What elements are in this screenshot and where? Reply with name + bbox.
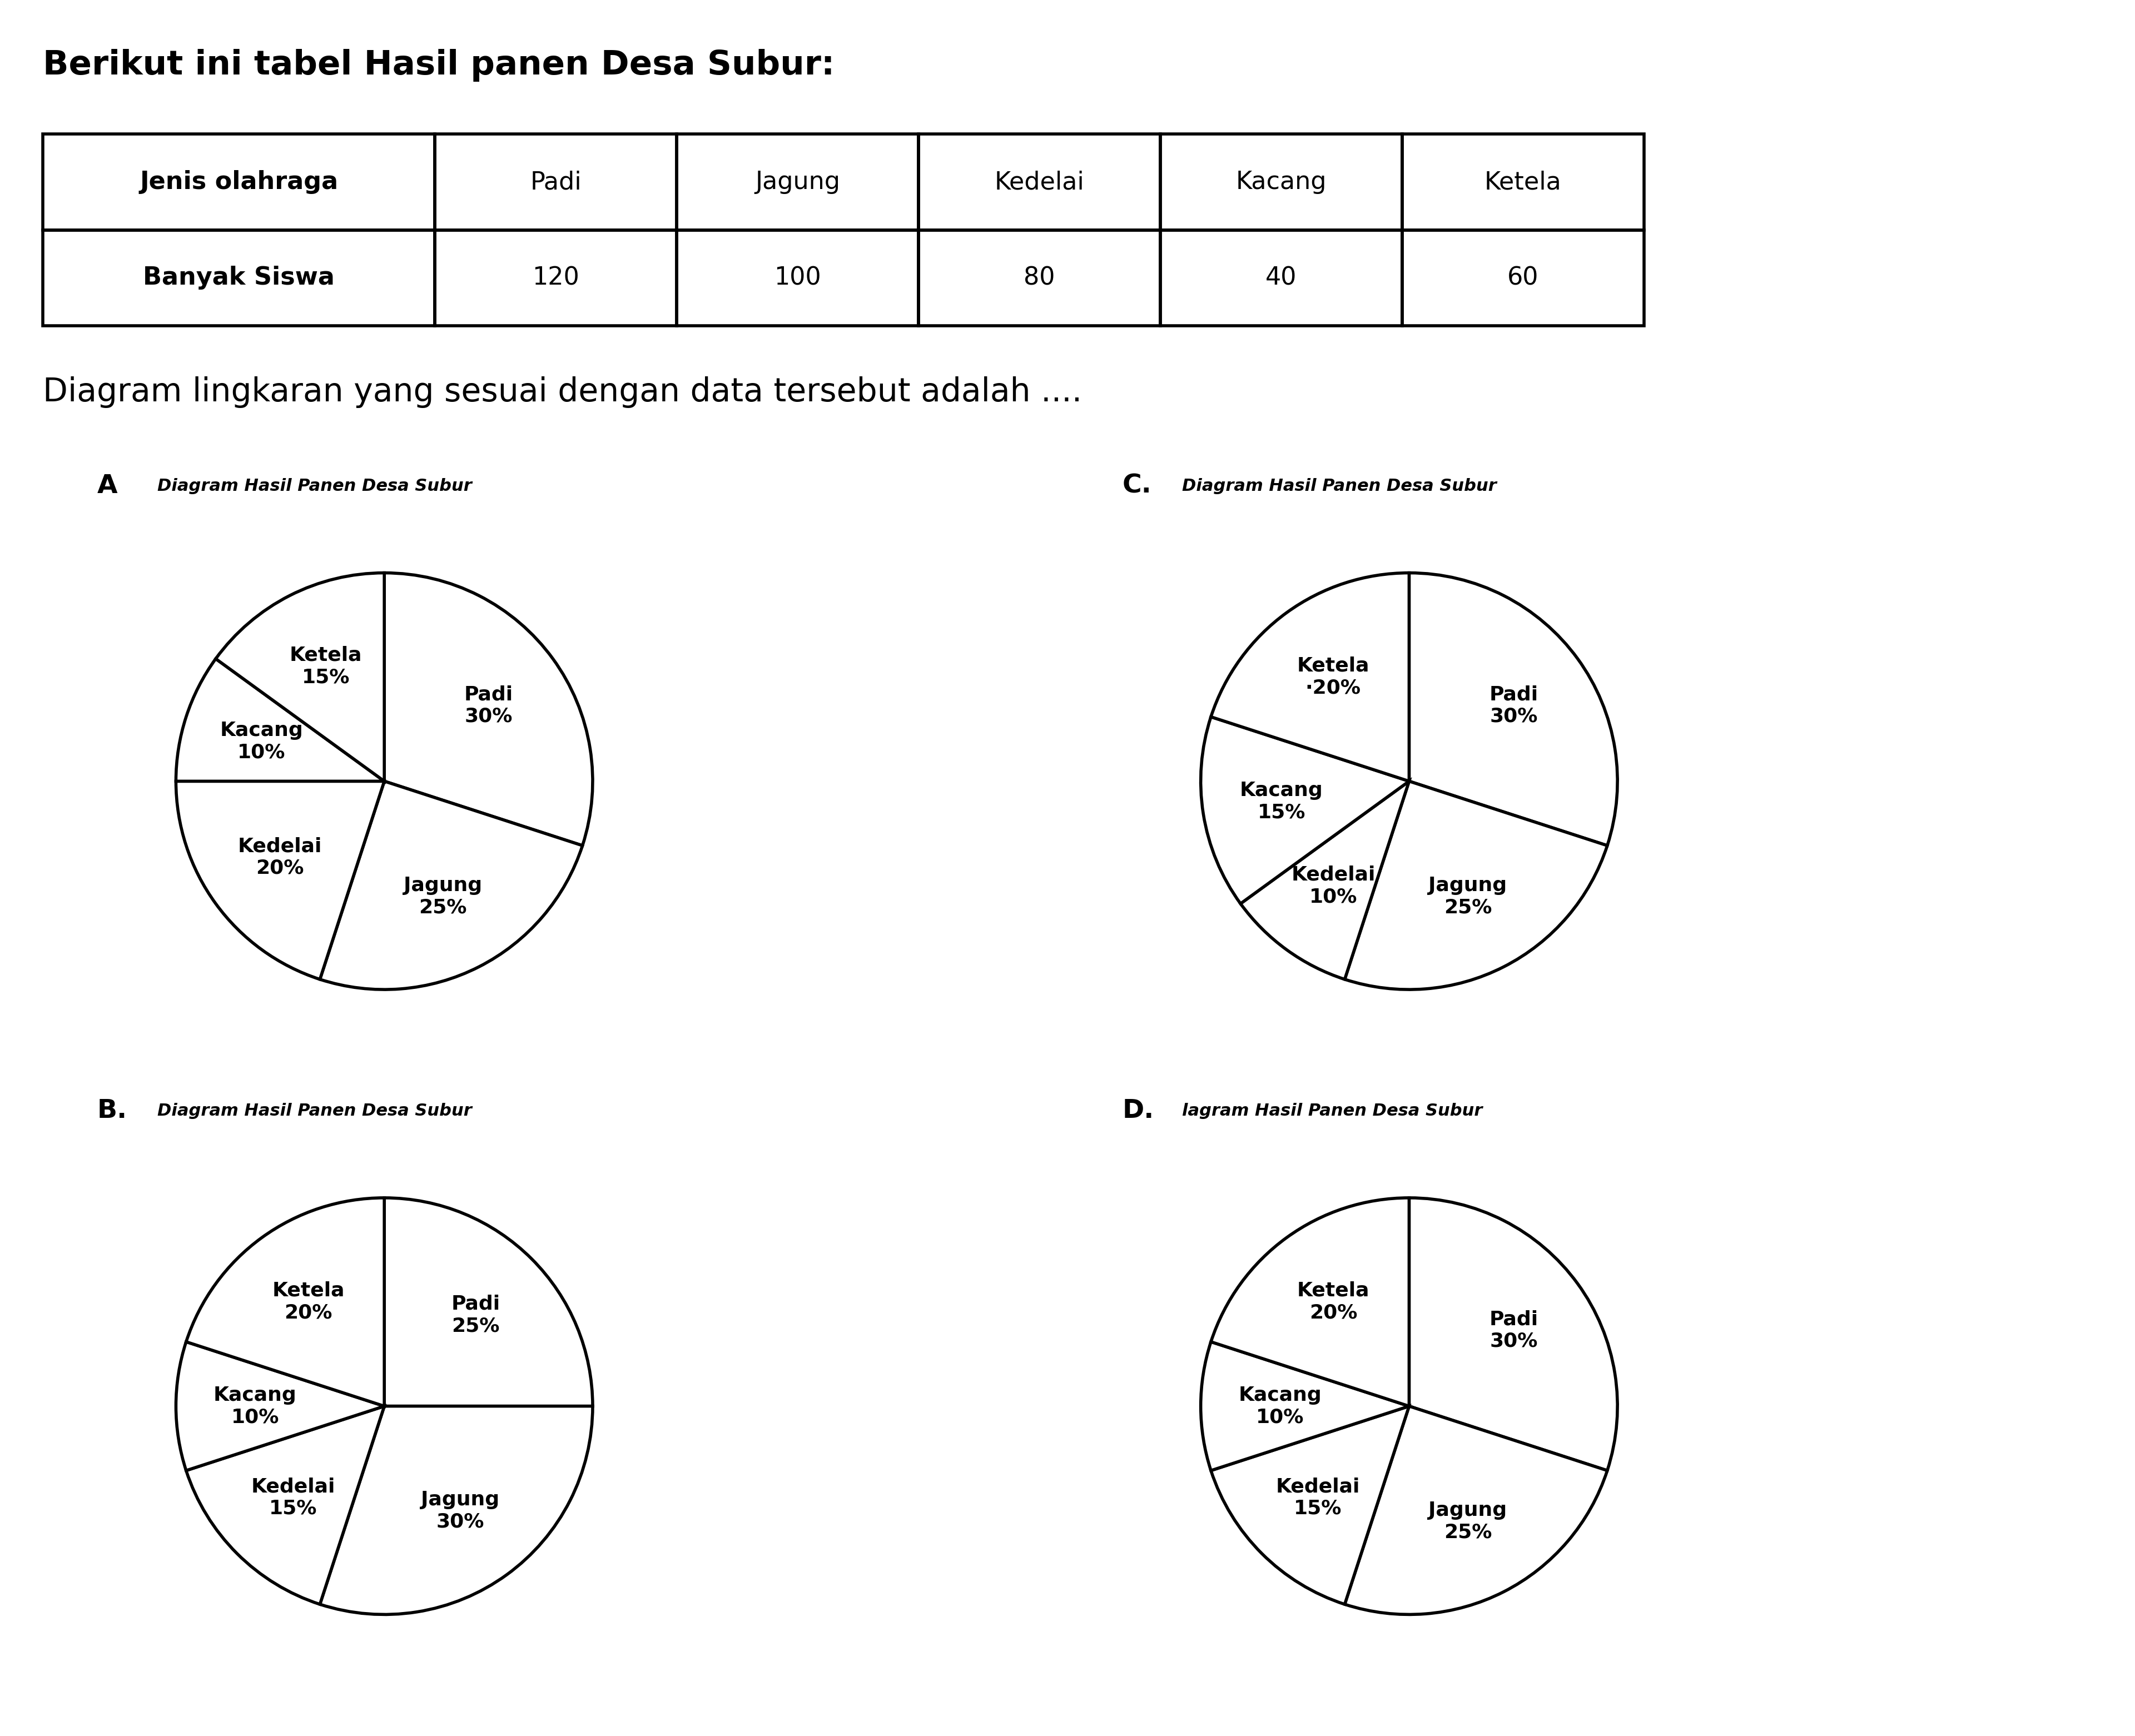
Text: Ketela: Ketela <box>1484 170 1561 194</box>
Bar <box>1161 134 1403 229</box>
Wedge shape <box>1200 717 1409 904</box>
Bar <box>43 134 436 229</box>
Wedge shape <box>320 1406 594 1614</box>
Wedge shape <box>384 1198 594 1406</box>
Wedge shape <box>1409 1198 1618 1470</box>
Bar <box>677 231 918 326</box>
Text: Jagung
30%: Jagung 30% <box>421 1489 500 1531</box>
Wedge shape <box>1211 573 1409 781</box>
Text: 80: 80 <box>1025 266 1055 290</box>
Text: Kedelai
10%: Kedelai 10% <box>1292 865 1375 906</box>
Bar <box>677 134 918 229</box>
Text: 40: 40 <box>1266 266 1296 290</box>
Bar <box>436 231 677 326</box>
Bar <box>1403 231 1644 326</box>
Wedge shape <box>1345 781 1608 990</box>
Text: Kedelai
15%: Kedelai 15% <box>1277 1477 1360 1517</box>
Text: Padi: Padi <box>529 170 581 194</box>
Text: Kedelai
20%: Kedelai 20% <box>237 837 322 877</box>
Wedge shape <box>186 1198 384 1406</box>
Wedge shape <box>1240 781 1409 979</box>
Bar <box>1161 231 1403 326</box>
Text: Diagram Hasil Panen Desa Subur: Diagram Hasil Panen Desa Subur <box>1183 477 1497 495</box>
Text: A: A <box>98 474 117 498</box>
Wedge shape <box>1211 1406 1409 1604</box>
Bar <box>918 134 1161 229</box>
Text: Kedelai
15%: Kedelai 15% <box>252 1477 335 1517</box>
Text: Diagram Hasil Panen Desa Subur: Diagram Hasil Panen Desa Subur <box>158 1102 472 1120</box>
Wedge shape <box>1211 1198 1409 1406</box>
Text: 100: 100 <box>775 266 822 290</box>
Text: Padi
25%: Padi 25% <box>450 1295 500 1335</box>
Text: Kacang
10%: Kacang 10% <box>1238 1385 1322 1427</box>
Text: D.: D. <box>1123 1099 1155 1123</box>
Wedge shape <box>1200 1342 1409 1470</box>
Text: Jagung
25%: Jagung 25% <box>1428 1502 1507 1542</box>
Wedge shape <box>175 1342 384 1470</box>
Bar <box>43 231 436 326</box>
Wedge shape <box>175 781 384 979</box>
Text: C.: C. <box>1123 474 1151 498</box>
Wedge shape <box>320 781 583 990</box>
Text: Kedelai: Kedelai <box>995 170 1085 194</box>
Text: Kacang
10%: Kacang 10% <box>220 720 303 762</box>
Text: Jagung: Jagung <box>756 170 841 194</box>
Wedge shape <box>384 573 594 845</box>
Wedge shape <box>186 1406 384 1604</box>
Wedge shape <box>175 658 384 781</box>
Text: Diagram lingkaran yang sesuai dengan data tersebut adalah ....: Diagram lingkaran yang sesuai dengan dat… <box>43 377 1082 408</box>
Text: Padi
30%: Padi 30% <box>463 686 512 726</box>
Bar <box>436 134 677 229</box>
Text: Ketela
20%: Ketela 20% <box>1296 1281 1369 1323</box>
Bar <box>918 231 1161 326</box>
Text: 60: 60 <box>1507 266 1539 290</box>
Wedge shape <box>216 573 384 781</box>
Text: Berikut ini tabel Hasil panen Desa Subur:: Berikut ini tabel Hasil panen Desa Subur… <box>43 49 835 82</box>
Text: Ketela
20%: Ketela 20% <box>271 1281 344 1323</box>
Text: Ketela
15%: Ketela 15% <box>290 646 363 686</box>
Text: Jagung
25%: Jagung 25% <box>404 877 483 917</box>
Text: Kacang: Kacang <box>1236 170 1326 194</box>
Text: B.: B. <box>98 1099 128 1123</box>
Text: Padi
30%: Padi 30% <box>1488 686 1537 726</box>
Wedge shape <box>1345 1406 1608 1614</box>
Text: Diagram Hasil Panen Desa Subur: Diagram Hasil Panen Desa Subur <box>158 477 472 495</box>
Text: Ketela
·20%: Ketela ·20% <box>1296 656 1369 698</box>
Bar <box>1403 134 1644 229</box>
Text: Padi
30%: Padi 30% <box>1488 1311 1537 1351</box>
Text: Jenis olahraga: Jenis olahraga <box>139 170 337 194</box>
Wedge shape <box>1409 573 1618 845</box>
Text: Jagung
25%: Jagung 25% <box>1428 877 1507 917</box>
Text: Kacang
10%: Kacang 10% <box>214 1385 297 1427</box>
Text: Banyak Siswa: Banyak Siswa <box>143 266 335 290</box>
Text: lagram Hasil Panen Desa Subur: lagram Hasil Panen Desa Subur <box>1183 1102 1482 1120</box>
Text: 120: 120 <box>532 266 579 290</box>
Text: Kacang
15%: Kacang 15% <box>1240 781 1324 821</box>
